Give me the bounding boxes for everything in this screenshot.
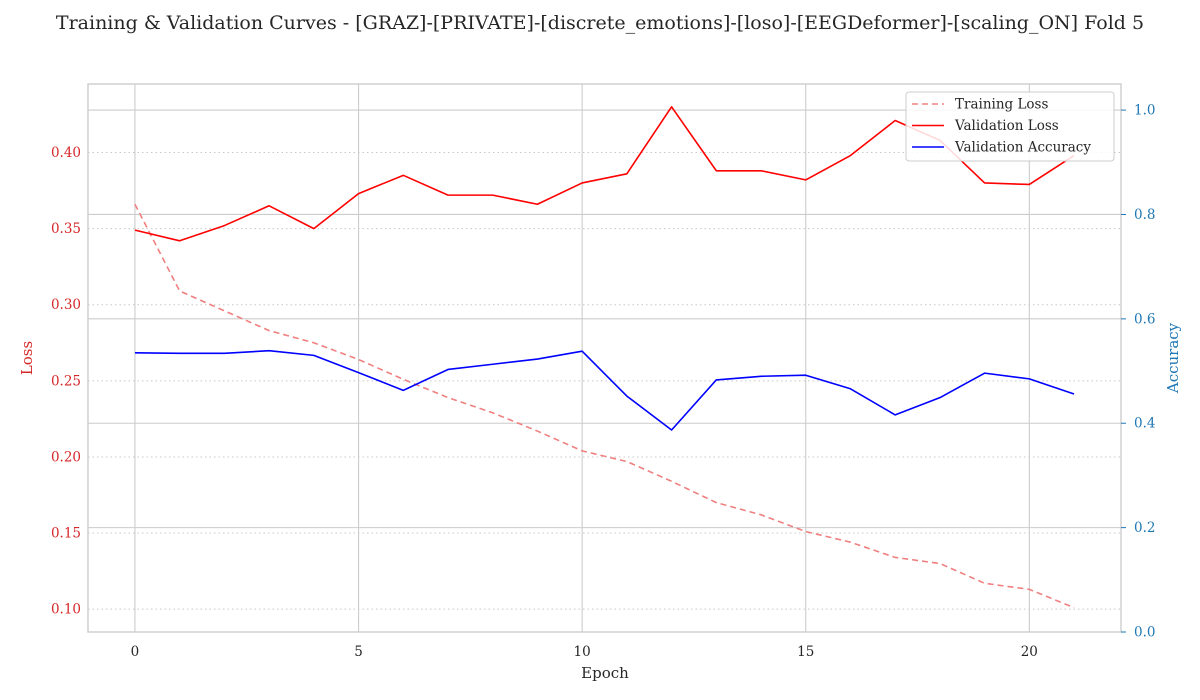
x-tick-label: 20 xyxy=(1021,644,1038,660)
legend: Training Loss Validation Loss Validation A… xyxy=(905,91,1115,162)
x-tick-label: 15 xyxy=(797,644,814,660)
x-axis-label: Epoch xyxy=(581,664,629,682)
axes-layer: 0 5 10 15 20 0.10 0.15 0.20 0.25 0.30 0.35 0.40 0.0 0… xyxy=(51,83,1155,660)
x-tick-label: 0 xyxy=(131,644,140,660)
y-right-tick-label: 0.8 xyxy=(1134,207,1155,223)
chart-title: Training & Validation Curves - [GRAZ]-[P… xyxy=(56,12,1144,34)
plot-frame xyxy=(87,83,1122,633)
y-axis-right-label: Accuracy xyxy=(1164,322,1182,394)
legend-label-training-loss: Training Loss xyxy=(955,97,1048,113)
training-loss-line xyxy=(134,203,1075,609)
y-right-tick-label: 0.0 xyxy=(1134,625,1155,641)
y-left-tick-label: 0.40 xyxy=(51,145,81,161)
y-axis-left-label: Loss xyxy=(18,341,36,375)
legend-box xyxy=(905,91,1115,162)
series-layer xyxy=(134,106,1075,609)
legend-label-validation-loss: Validation Loss xyxy=(954,118,1059,134)
x-tick-label: 5 xyxy=(354,644,363,660)
y-right-tick-label: 0.4 xyxy=(1134,416,1155,432)
y-right-tick-label: 1.0 xyxy=(1134,103,1155,119)
y-left-tick-label: 0.25 xyxy=(51,373,81,389)
y-left-tick-label: 0.35 xyxy=(51,221,81,237)
y-left-tick-label: 0.15 xyxy=(51,526,81,542)
y-right-tick-label: 0.2 xyxy=(1134,520,1155,536)
legend-label-validation-accuracy: Validation Accuracy xyxy=(954,140,1091,156)
x-tick-label: 10 xyxy=(574,644,591,660)
validation-accuracy-line xyxy=(134,349,1075,431)
y-left-tick-label: 0.20 xyxy=(51,449,81,465)
y-right-tick-label: 0.6 xyxy=(1134,311,1155,327)
y-left-tick-label: 0.30 xyxy=(51,297,81,313)
y-left-tick-label: 0.10 xyxy=(51,602,81,618)
